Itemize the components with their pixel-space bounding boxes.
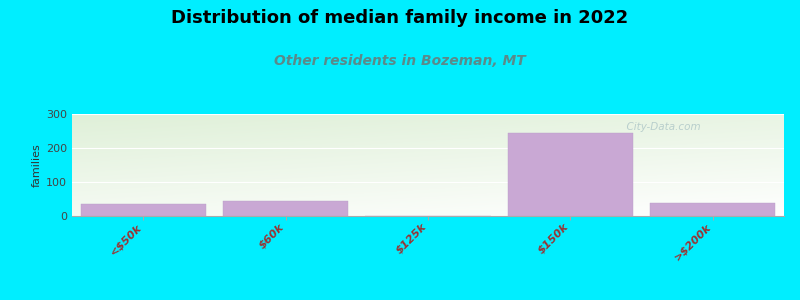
Text: City-Data.com: City-Data.com — [620, 122, 701, 132]
Text: Other residents in Bozeman, MT: Other residents in Bozeman, MT — [274, 54, 526, 68]
Bar — [81, 204, 206, 216]
Y-axis label: families: families — [32, 143, 42, 187]
Text: Distribution of median family income in 2022: Distribution of median family income in … — [171, 9, 629, 27]
Bar — [223, 201, 348, 216]
Bar — [508, 133, 633, 216]
Bar — [650, 203, 775, 216]
